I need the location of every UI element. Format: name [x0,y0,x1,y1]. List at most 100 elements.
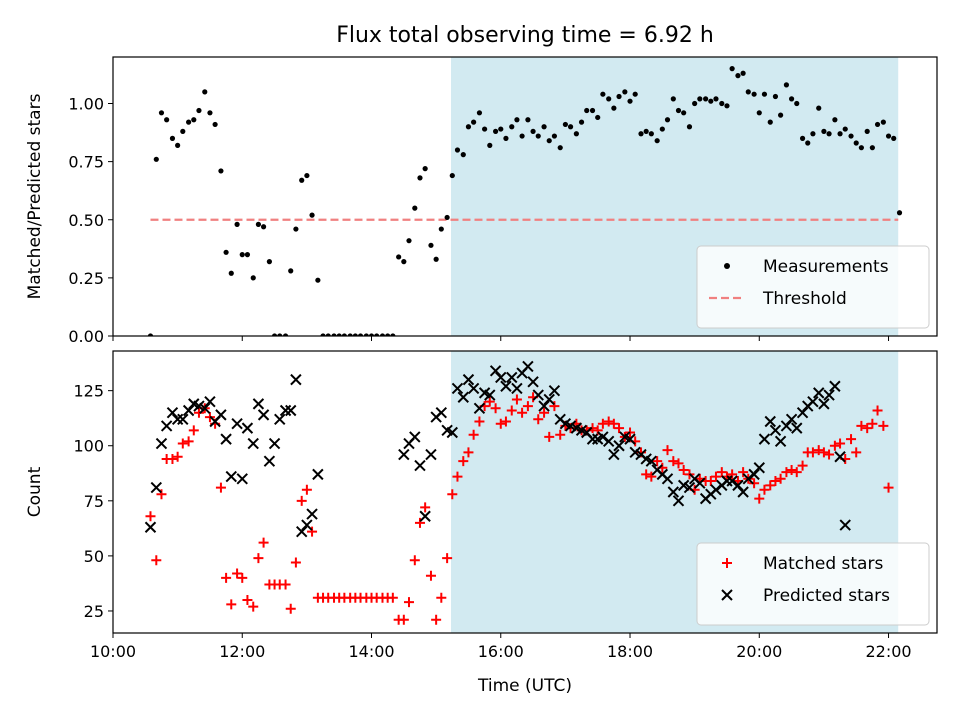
data-point [732,479,744,492]
data-point [853,140,859,146]
data-point [519,133,525,139]
data-point [878,420,889,431]
data-point [312,468,324,481]
counts-panel: 10:00 12:00 14:00 16:00 18:00 20:00 22:00 25 50 7… [25,350,938,661]
data-point [145,511,156,522]
legend-box [696,542,930,626]
x-tick-label: 22:00 [865,642,911,661]
data-point [160,420,173,432]
data-point [794,100,800,107]
data-point [692,100,698,107]
data-point [573,131,579,137]
data-point [484,396,495,407]
data-point [758,433,771,445]
data-point [761,91,768,97]
x-tick-label: 14:00 [348,642,394,661]
data-point [228,270,234,276]
data-point [754,493,765,504]
chart-title: Flux total observing time = 6.92 h [336,23,714,48]
data-point [614,423,625,434]
data-point [772,93,779,100]
data-point [255,221,262,227]
data-point [215,482,226,493]
data-point [557,145,563,151]
data-point [539,407,550,418]
data-point [438,226,444,232]
data-point [296,495,307,506]
data-point [608,418,619,429]
data-point [774,435,787,448]
data-point [562,121,568,128]
data-point [153,156,159,162]
x-tick-label: 20:00 [736,642,782,661]
data-point [834,451,846,463]
data-point [490,403,501,414]
data-point [225,470,237,483]
data-points [144,360,894,625]
data-point [325,333,331,336]
data-point [783,82,790,88]
data-point [883,482,894,493]
data-point [347,333,353,336]
data-point [874,121,881,128]
x-tick-label: 18:00 [607,642,653,661]
data-point [449,172,455,179]
data-point [587,423,598,434]
x-tick-label: 16:00 [478,642,524,661]
data-point [555,429,566,440]
data-point [471,119,477,125]
data-point [500,380,512,392]
data-point [813,387,825,399]
data-point [263,455,276,467]
data-point [412,205,418,211]
data-point [271,333,278,336]
data-point [549,401,560,412]
data-point [403,597,414,608]
data-point [341,333,347,336]
data-point [592,425,603,436]
data-point [177,413,189,426]
data-point [511,382,523,395]
data-point [498,126,504,132]
data-point [738,467,749,478]
data-point [277,333,283,336]
data-point [710,471,721,482]
data-point [694,477,706,489]
axes-frame [112,56,938,337]
data-point [837,131,843,137]
data-point [147,333,154,336]
data-point [683,481,696,494]
data-point [239,252,245,258]
data-point [544,431,555,442]
data-point [433,256,439,262]
data-point [177,438,188,449]
data-point [778,112,784,118]
data-point [172,451,183,462]
data-point [862,423,873,434]
data-point [826,131,832,137]
data-point [821,128,827,134]
data-point [247,437,259,450]
data-point [186,119,192,125]
data-point [482,126,488,132]
data-point [196,107,202,114]
data-point [266,259,272,265]
series-measurements [147,66,903,336]
data-point [805,140,811,146]
data-point [643,128,649,134]
data-point [385,333,391,336]
data-point [279,404,292,417]
data-point [244,252,251,258]
data-point [166,406,179,419]
data-point [611,105,617,111]
data-point [780,420,793,432]
data-point [848,133,854,139]
ratio-panel: 0.00 0.25 0.50 0.75 1.00 Matched/Predicted st… [25,56,938,346]
data-point [551,133,558,139]
legend-label: Predicted stars [763,586,890,606]
data-point [363,333,369,336]
data-point [839,519,851,531]
data-point [646,471,657,482]
data-point [288,268,294,274]
data-point [503,135,509,141]
